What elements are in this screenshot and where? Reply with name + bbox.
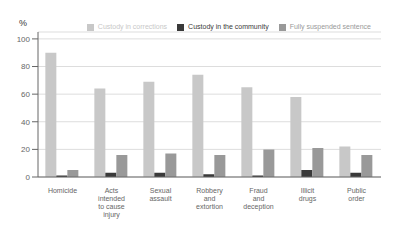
svg-text:%: %: [19, 18, 27, 28]
svg-text:60: 60: [21, 90, 30, 99]
svg-text:Robberyandextortion: Robberyandextortion: [196, 187, 223, 210]
html-text:Fully suspended sentence: Fully suspended sentence: [289, 23, 371, 30]
html-text:Custody in the community: Custody in the community: [188, 23, 269, 30]
svg-text:0: 0: [26, 173, 31, 182]
svg-text:80: 80: [21, 62, 30, 71]
svg-text:Publicorder: Publicorder: [347, 187, 367, 202]
svg-text:40: 40: [21, 118, 30, 127]
svg-text:20: 20: [21, 145, 30, 154]
svg-text:Actsintendedto causeinjury: Actsintendedto causeinjury: [98, 187, 125, 219]
html-text:Custody in corrections: Custody in corrections: [97, 23, 168, 30]
svg-text:Fraudanddeception: Fraudanddeception: [243, 187, 273, 211]
svg-text:Homicide: Homicide: [48, 187, 77, 194]
svg-text:100: 100: [17, 35, 31, 44]
svg-text:Illicitdrugs: Illicitdrugs: [299, 187, 317, 203]
svg-text:Sexualassault: Sexualassault: [149, 187, 171, 202]
